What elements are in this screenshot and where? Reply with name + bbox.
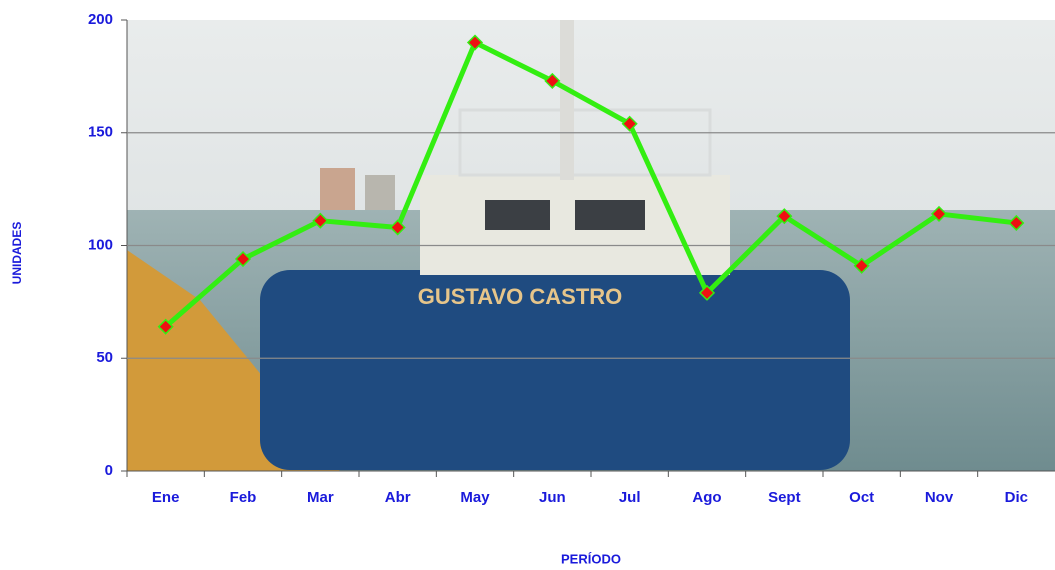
data-point	[621, 115, 638, 132]
data-point	[157, 318, 174, 335]
data-point	[776, 208, 793, 225]
data-line	[164, 40, 1017, 329]
x-tick-label: Sept	[768, 489, 801, 506]
y-axis-title: UNIDADES	[10, 222, 24, 285]
svg-text:GUSTAVO CASTRO: GUSTAVO CASTRO	[418, 284, 623, 309]
y-tick-label: 200	[88, 11, 113, 28]
data-point	[930, 205, 948, 222]
data-point	[234, 250, 252, 268]
x-tick-label: Jun	[539, 489, 566, 506]
x-tick-label: May	[460, 489, 490, 506]
x-tick-label: Oct	[849, 489, 874, 506]
background-photo: GUSTAVO CASTRO	[127, 20, 1055, 471]
x-axis-title: PERÍODO	[561, 551, 621, 566]
x-tick-label: Mar	[307, 489, 334, 506]
data-point	[544, 72, 561, 89]
x-tick-label: Ago	[692, 489, 721, 506]
x-tick-label: Jul	[619, 489, 641, 506]
data-point	[853, 257, 870, 274]
x-tick-label: Feb	[230, 489, 257, 506]
data-point	[389, 219, 406, 236]
y-tick-label: 100	[88, 236, 113, 253]
data-point	[698, 284, 716, 301]
x-tick-label: Ene	[152, 489, 180, 506]
x-tick-label: Dic	[1005, 489, 1028, 506]
y-tick-label: 50	[96, 349, 113, 366]
data-point	[312, 212, 329, 229]
data-point	[1008, 214, 1025, 232]
x-tick-label: Abr	[385, 489, 411, 506]
y-tick-label: 150	[88, 124, 113, 141]
x-tick-label: Nov	[925, 489, 954, 506]
data-point	[466, 34, 484, 51]
y-tick-label: 0	[105, 462, 113, 479]
